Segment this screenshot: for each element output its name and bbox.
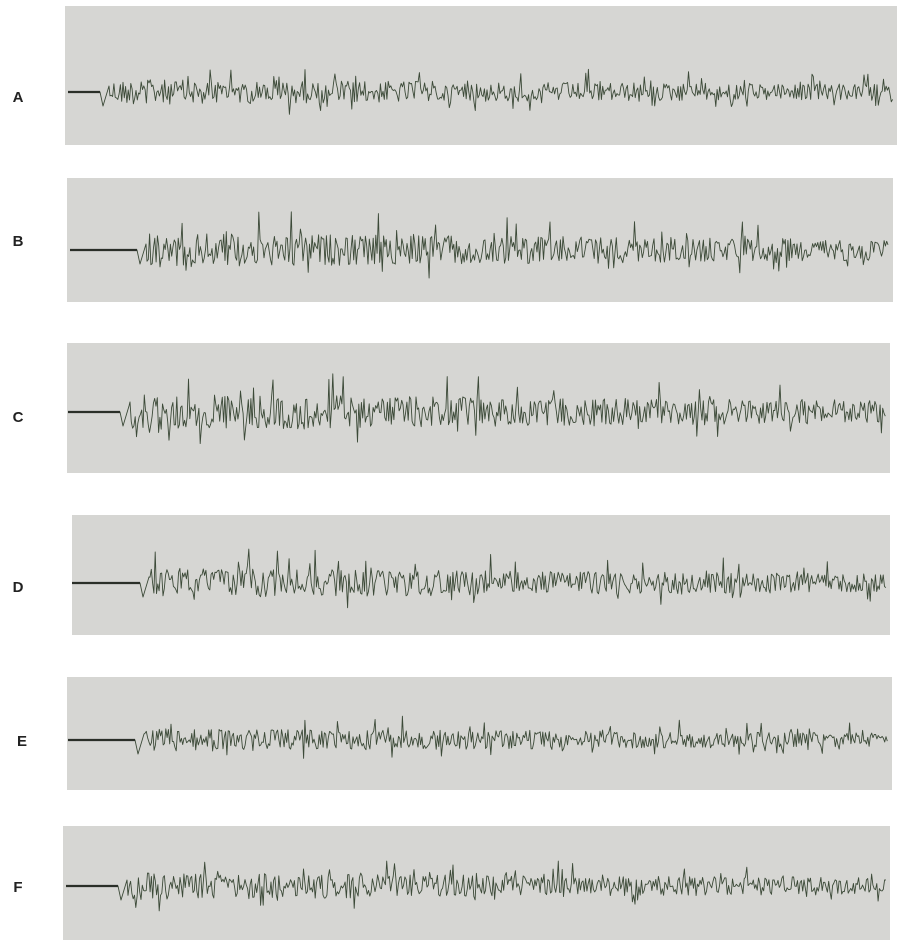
panel: E: [17, 677, 892, 790]
trace: [68, 715, 888, 759]
trace: [68, 68, 893, 115]
panel-label: F: [13, 879, 22, 896]
panel-background: [63, 826, 890, 940]
panel-label: B: [13, 233, 24, 250]
panel: C: [13, 343, 890, 473]
panel: D: [13, 515, 890, 635]
panel-label: C: [13, 409, 24, 426]
panel: A: [13, 6, 897, 145]
trace: [72, 548, 887, 609]
trace: [66, 860, 886, 912]
panel-label: A: [13, 89, 24, 106]
panel: B: [13, 178, 893, 302]
panel: F: [13, 826, 890, 940]
panel-background: [67, 677, 892, 790]
panel-background: [67, 178, 893, 302]
panel-label: D: [13, 579, 24, 596]
panel-background: [65, 6, 897, 145]
trace: [70, 211, 889, 279]
panel-label: E: [17, 733, 27, 750]
trace: [68, 373, 886, 445]
